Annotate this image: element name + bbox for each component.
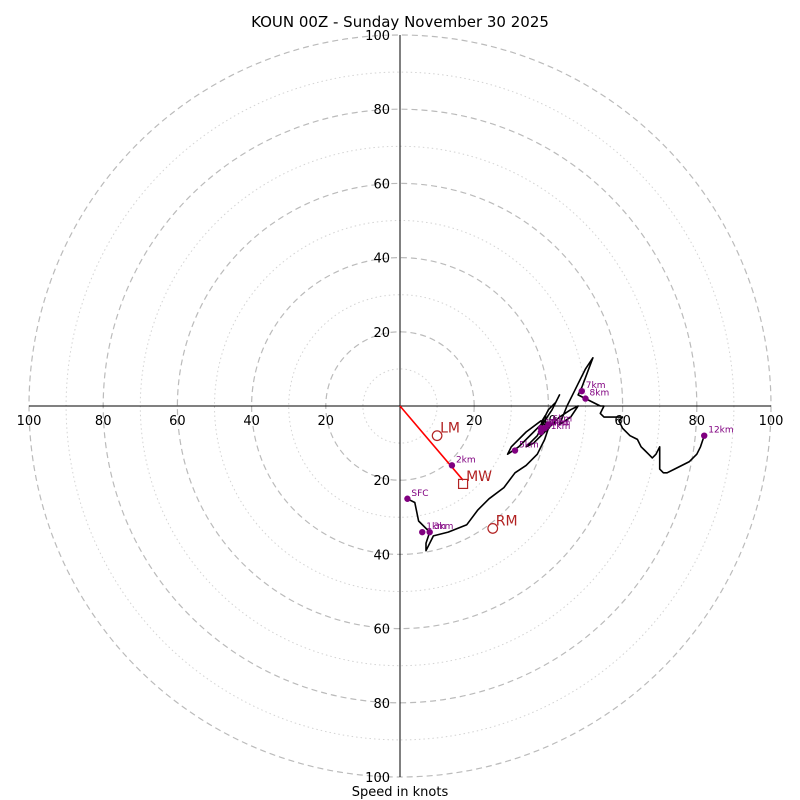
tick-label-up: 60 bbox=[373, 177, 390, 192]
tick-label-left: 20 bbox=[318, 414, 335, 429]
tick-label-down: 100 bbox=[365, 771, 390, 786]
height-label-7km: 7km bbox=[586, 381, 606, 391]
storm-motion-markers: LM MW RM bbox=[431, 421, 518, 534]
height-point-sfc bbox=[404, 495, 411, 502]
x-axis-label: Speed in knots bbox=[352, 785, 449, 800]
height-label-10km: 10km bbox=[545, 418, 570, 428]
height-point-11km bbox=[537, 428, 545, 436]
tick-label-down: 60 bbox=[373, 623, 390, 638]
height-label-3km: 3km bbox=[434, 522, 454, 532]
motion-marker-rm bbox=[487, 523, 499, 534]
tick-label-left: 40 bbox=[243, 414, 260, 429]
tick-label-left: 80 bbox=[95, 414, 112, 429]
motion-label-mw: MW bbox=[466, 469, 492, 485]
tick-label-up: 80 bbox=[373, 103, 390, 118]
motion-label-lm: LM bbox=[440, 421, 460, 437]
height-label-2km: 2km bbox=[456, 455, 476, 465]
height-point-8km bbox=[582, 395, 589, 402]
tick-label-down: 80 bbox=[373, 697, 390, 712]
height-label-sfc: SFC bbox=[411, 489, 428, 499]
tick-label-down: 20 bbox=[373, 474, 390, 489]
tick-label-right: 20 bbox=[466, 414, 483, 429]
height-point-1km bbox=[419, 528, 426, 536]
wind-trace bbox=[407, 356, 705, 552]
tick-label-down: 40 bbox=[373, 548, 390, 563]
height-label-9km: 9km bbox=[549, 418, 569, 428]
height-point-12km bbox=[701, 432, 708, 439]
height-label-11km: 11km bbox=[545, 422, 570, 432]
height-point-2km bbox=[448, 462, 456, 469]
height-point-7km bbox=[578, 387, 585, 395]
tick-label-right: 100 bbox=[759, 414, 784, 429]
height-label-5km: 5km bbox=[519, 441, 539, 451]
tick-label-left: 100 bbox=[17, 414, 42, 429]
height-label-8km: 8km bbox=[590, 389, 610, 399]
shear-vector bbox=[399, 405, 464, 481]
height-label-4km: 4km bbox=[549, 418, 569, 428]
chart-title: KOUN 00Z - Sunday November 30 2025 bbox=[251, 13, 549, 31]
tick-labels: 2020202040404040606060608080808010010010… bbox=[17, 29, 784, 786]
motion-label-rm: RM bbox=[496, 513, 518, 529]
height-point-5km bbox=[511, 447, 519, 454]
tick-label-up: 100 bbox=[365, 29, 390, 44]
tick-label-up: 20 bbox=[373, 326, 390, 341]
height-label-1km: 1km bbox=[426, 522, 446, 532]
shear-vector-group bbox=[399, 405, 464, 481]
tick-label-up: 40 bbox=[373, 252, 390, 267]
height-point-3km bbox=[426, 528, 433, 536]
motion-marker-mw bbox=[457, 478, 469, 490]
tick-label-left: 60 bbox=[169, 414, 186, 429]
motion-marker-lm bbox=[431, 430, 443, 442]
height-label-12km: 12km bbox=[708, 426, 733, 436]
height-label-6km: 6km bbox=[552, 415, 572, 425]
hodograph-trace-line bbox=[407, 356, 705, 552]
tick-label-right: 80 bbox=[689, 414, 706, 429]
